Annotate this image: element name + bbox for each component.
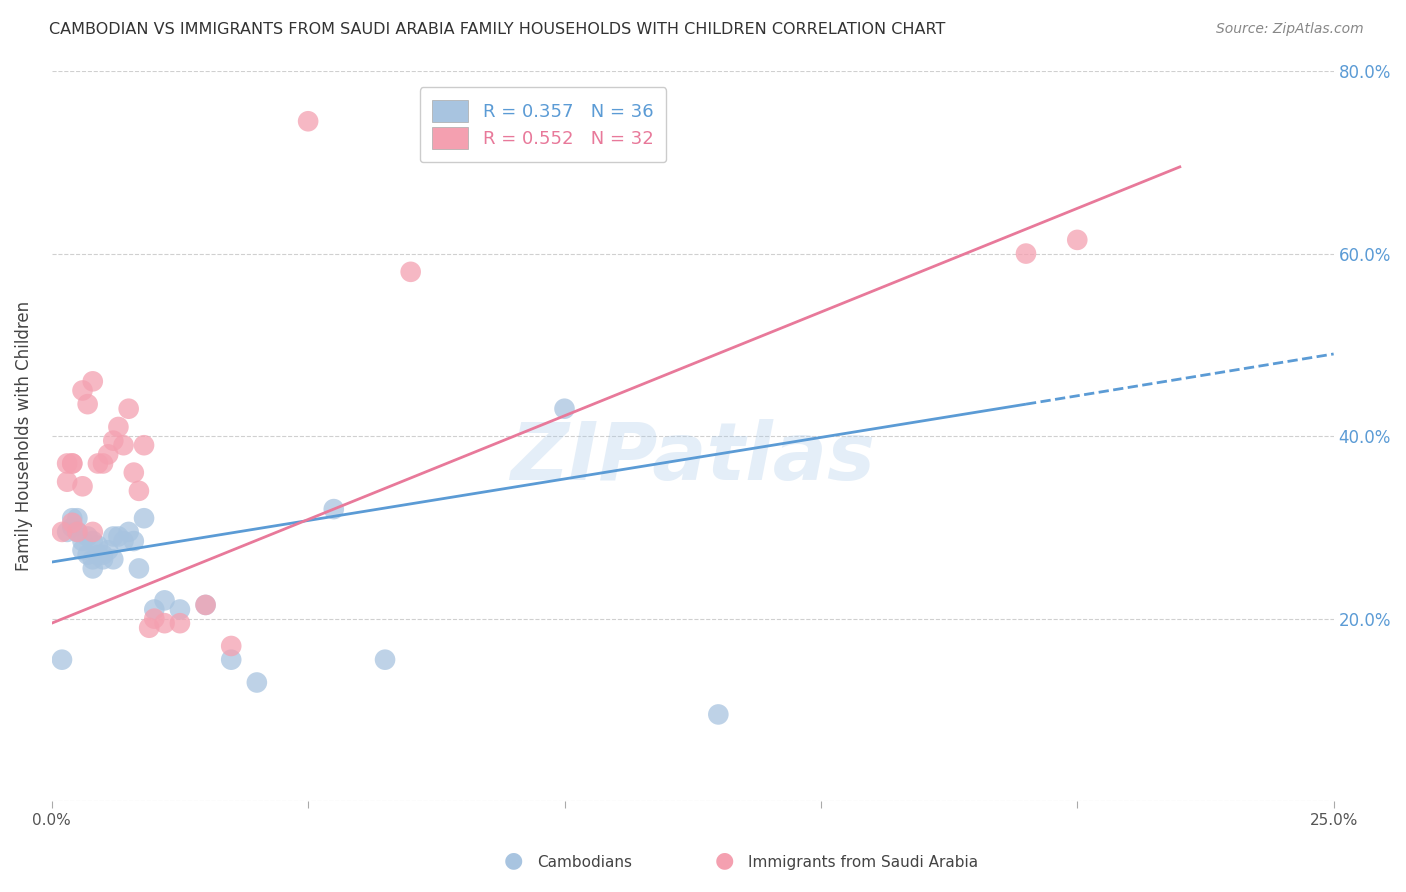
Text: ZIPatlas: ZIPatlas <box>510 419 875 497</box>
Point <box>219 639 242 653</box>
Point <box>56 475 79 489</box>
Point <box>138 621 160 635</box>
Point <box>399 265 422 279</box>
Point <box>194 598 217 612</box>
Point <box>297 114 319 128</box>
Point <box>219 653 242 667</box>
Point <box>103 529 125 543</box>
Text: Source: ZipAtlas.com: Source: ZipAtlas.com <box>1216 22 1364 37</box>
Point <box>143 602 166 616</box>
Point <box>118 524 141 539</box>
Point <box>128 561 150 575</box>
Point <box>91 552 114 566</box>
Point <box>82 552 104 566</box>
Point <box>91 457 114 471</box>
Text: Immigrants from Saudi Arabia: Immigrants from Saudi Arabia <box>748 855 979 870</box>
Point <box>60 511 83 525</box>
Point <box>66 511 89 525</box>
Point <box>60 457 83 471</box>
Point <box>51 653 73 667</box>
Point <box>72 479 94 493</box>
Point <box>128 483 150 498</box>
Point <box>56 457 79 471</box>
Point <box>103 552 125 566</box>
Point <box>194 598 217 612</box>
Point <box>118 401 141 416</box>
Text: Cambodians: Cambodians <box>537 855 633 870</box>
Point <box>1015 246 1038 260</box>
Point <box>97 543 120 558</box>
Point <box>66 524 89 539</box>
Point <box>707 707 730 722</box>
Point <box>76 548 98 562</box>
Point <box>374 653 396 667</box>
Point <box>87 457 110 471</box>
Point <box>76 529 98 543</box>
Point <box>103 434 125 448</box>
Text: ●: ● <box>714 850 734 870</box>
Point <box>87 548 110 562</box>
Point <box>72 543 94 558</box>
Text: ●: ● <box>503 850 523 870</box>
Point <box>60 457 83 471</box>
Point <box>153 616 176 631</box>
Point <box>51 524 73 539</box>
Point <box>82 561 104 575</box>
Point <box>322 502 344 516</box>
Point <box>56 524 79 539</box>
Point <box>132 511 155 525</box>
Y-axis label: Family Households with Children: Family Households with Children <box>15 301 32 571</box>
Point <box>107 420 129 434</box>
Point <box>1066 233 1088 247</box>
Point <box>97 447 120 461</box>
Point <box>169 602 191 616</box>
Point <box>246 675 269 690</box>
Point <box>122 534 145 549</box>
Point <box>132 438 155 452</box>
Point <box>153 593 176 607</box>
Point <box>76 397 98 411</box>
Text: CAMBODIAN VS IMMIGRANTS FROM SAUDI ARABIA FAMILY HOUSEHOLDS WITH CHILDREN CORREL: CAMBODIAN VS IMMIGRANTS FROM SAUDI ARABI… <box>49 22 946 37</box>
Point <box>112 534 135 549</box>
Point <box>143 612 166 626</box>
Point <box>553 401 575 416</box>
Legend: R = 0.357   N = 36, R = 0.552   N = 32: R = 0.357 N = 36, R = 0.552 N = 32 <box>420 87 666 162</box>
Point <box>122 466 145 480</box>
Point <box>82 375 104 389</box>
Point <box>107 529 129 543</box>
Point <box>60 520 83 534</box>
Point <box>82 534 104 549</box>
Point <box>72 534 94 549</box>
Point <box>82 524 104 539</box>
Point <box>66 524 89 539</box>
Point <box>169 616 191 631</box>
Point <box>91 548 114 562</box>
Point <box>112 438 135 452</box>
Point <box>60 516 83 530</box>
Point <box>72 384 94 398</box>
Point <box>87 539 110 553</box>
